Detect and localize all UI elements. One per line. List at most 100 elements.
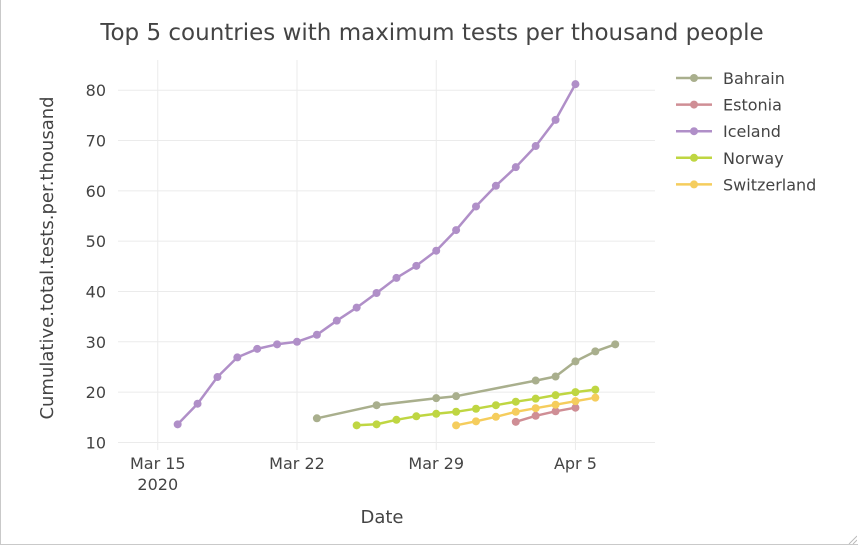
y-tick-label: 70 <box>86 132 106 151</box>
legend-marker-norway <box>690 153 698 162</box>
data-point-norway <box>372 420 381 429</box>
legend-label-estonia: Estonia <box>723 96 782 115</box>
data-point-iceland <box>392 273 401 282</box>
legend-marker-bahrain <box>690 74 698 82</box>
data-point-norway <box>352 421 361 430</box>
data-point-norway <box>472 404 480 413</box>
data-point-iceland <box>491 181 500 190</box>
y-axis-label: Cumulative.total.tests.per.thousand <box>37 96 58 419</box>
data-point-switzerland <box>531 404 540 413</box>
data-point-norway <box>531 394 540 403</box>
series-norway <box>352 385 600 430</box>
data-point-switzerland <box>591 393 600 402</box>
legend-label-iceland: Iceland <box>723 122 781 141</box>
y-tick-label: 10 <box>86 433 106 452</box>
data-point-bahrain <box>531 376 540 385</box>
y-tick-label: 40 <box>86 282 106 301</box>
series-iceland <box>173 80 580 429</box>
data-point-norway <box>452 407 461 416</box>
legend-item-norway: Norway <box>676 149 784 168</box>
legend-item-estonia: Estonia <box>676 96 782 115</box>
data-point-estonia <box>571 403 580 412</box>
data-point-iceland <box>312 330 321 339</box>
y-tick-label: 50 <box>86 232 106 251</box>
y-tick-label: 60 <box>86 182 106 201</box>
data-point-switzerland <box>571 397 580 406</box>
y-tick-label: 20 <box>86 383 106 402</box>
data-point-iceland <box>293 337 301 346</box>
legend-marker-switzerland <box>690 180 698 189</box>
data-point-bahrain <box>551 372 560 381</box>
y-tick-label: 80 <box>86 81 106 100</box>
legend: Bahrain Estonia Iceland Norway Switzerland <box>676 69 816 194</box>
data-point-estonia <box>551 407 560 416</box>
data-point-bahrain <box>611 340 620 349</box>
data-point-bahrain <box>372 401 381 410</box>
series-layer <box>173 80 620 430</box>
data-point-switzerland <box>472 417 480 426</box>
data-point-norway <box>571 388 580 397</box>
x-axis-label: Date <box>360 507 403 528</box>
data-point-iceland <box>551 115 560 124</box>
series-switzerland <box>452 393 600 430</box>
data-point-switzerland <box>511 407 520 416</box>
x-tick-label: Mar 29 <box>408 454 464 473</box>
resize-grip-icon[interactable] <box>847 534 857 544</box>
data-point-bahrain <box>452 392 461 401</box>
legend-marker-iceland <box>690 127 698 136</box>
data-point-iceland <box>193 399 202 408</box>
legend-item-iceland: Iceland <box>676 122 781 141</box>
data-point-iceland <box>571 80 580 89</box>
data-point-norway <box>432 409 441 418</box>
data-point-iceland <box>352 303 361 312</box>
data-point-iceland <box>452 226 461 235</box>
data-point-norway <box>511 397 520 406</box>
legend-label-switzerland: Switzerland <box>723 175 816 194</box>
data-point-iceland <box>332 316 341 325</box>
data-point-switzerland <box>491 412 500 421</box>
data-point-norway <box>591 385 600 394</box>
data-point-estonia <box>511 417 520 426</box>
data-point-iceland <box>412 261 421 270</box>
series-estonia <box>511 403 580 426</box>
series-bahrain <box>312 340 620 423</box>
legend-label-bahrain: Bahrain <box>723 69 785 88</box>
data-point-norway <box>392 415 401 424</box>
x-tick-label: Mar 22 <box>269 454 325 473</box>
data-point-iceland <box>233 353 242 362</box>
data-point-bahrain <box>571 357 580 366</box>
series-line-estonia <box>515 406 576 423</box>
grid <box>118 60 655 450</box>
data-point-switzerland <box>452 421 461 430</box>
y-tick-label: 30 <box>86 333 106 352</box>
x-tick-label: Apr 5 <box>554 454 597 473</box>
axes: 10 20 30 40 50 60 70 80 Mar 15 2020 Mar 22 Mar 29 Ap… <box>86 81 597 494</box>
legend-label-norway: Norway <box>723 149 784 168</box>
data-point-norway <box>491 401 500 410</box>
data-point-switzerland <box>551 400 560 409</box>
data-point-iceland <box>372 288 381 297</box>
data-point-iceland <box>472 202 480 211</box>
data-point-norway <box>412 412 421 421</box>
data-point-iceland <box>213 373 222 382</box>
data-point-iceland <box>273 340 282 349</box>
x-tick-label: Mar 15 <box>130 454 186 473</box>
data-point-bahrain <box>312 414 321 423</box>
data-point-iceland <box>511 163 520 172</box>
data-point-estonia <box>531 411 540 420</box>
series-line-bahrain <box>316 343 616 420</box>
data-point-iceland <box>253 344 262 353</box>
data-point-iceland <box>432 246 441 255</box>
legend-item-bahrain: Bahrain <box>676 69 785 88</box>
data-point-bahrain <box>432 394 441 403</box>
legend-marker-estonia <box>690 100 698 109</box>
data-point-norway <box>551 391 560 400</box>
data-point-iceland <box>173 420 182 429</box>
series-line-iceland <box>176 83 577 426</box>
chart-title: Top 5 countries with maximum tests per t… <box>99 20 763 46</box>
data-point-bahrain <box>591 347 600 356</box>
data-point-iceland <box>531 142 540 151</box>
x-tick-sublabel: 2020 <box>137 475 178 494</box>
